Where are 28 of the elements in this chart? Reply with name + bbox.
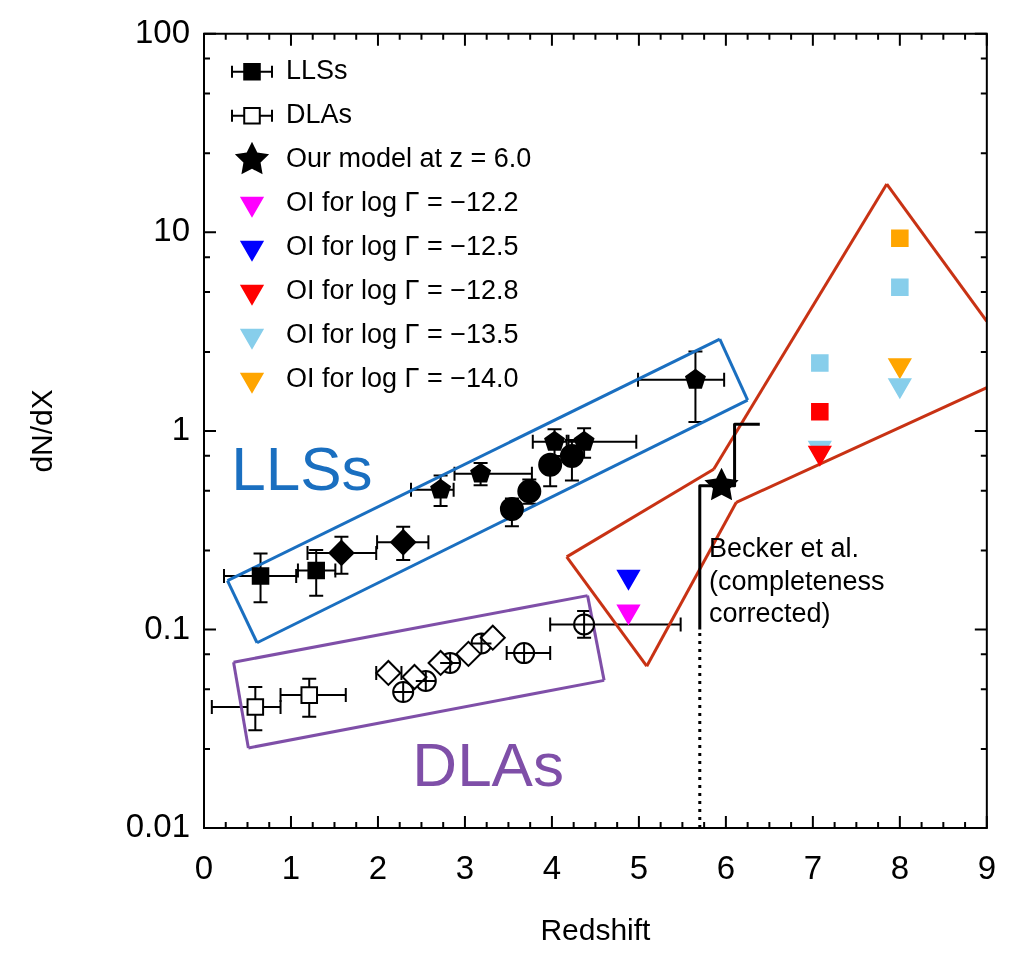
legend-label: Our model at z = 6.0 bbox=[286, 143, 532, 174]
x-tick-label: 1 bbox=[281, 848, 301, 886]
legend-label: OI for log Γ = −13.5 bbox=[286, 319, 519, 350]
x-tick-label: 6 bbox=[716, 848, 736, 886]
legend-label: OI for log Γ = −12.8 bbox=[286, 275, 519, 306]
x-tick-label: 4 bbox=[542, 848, 562, 886]
legend-label: LLSs bbox=[286, 55, 348, 86]
y-tick-label: 0.1 bbox=[144, 608, 190, 646]
x-tick-label: 5 bbox=[629, 848, 649, 886]
legend-label: OI for log Γ = −12.5 bbox=[286, 231, 519, 262]
y-tick-label: 1 bbox=[171, 409, 190, 447]
legend-label: OI for log Γ = −14.0 bbox=[286, 363, 519, 394]
annotation: LLSs bbox=[231, 433, 373, 503]
legend-label: DLAs bbox=[286, 99, 353, 130]
x-tick-label: 9 bbox=[977, 848, 996, 886]
x-tick-label: 7 bbox=[803, 848, 823, 886]
x-tick-label: 3 bbox=[455, 848, 475, 886]
legend-label: OI for log Γ = −12.2 bbox=[286, 187, 519, 218]
x-tick-label: 8 bbox=[890, 848, 910, 886]
x-tick-label: 0 bbox=[194, 848, 214, 886]
y-tick-label: 0.01 bbox=[125, 807, 190, 845]
y-tick-label: 100 bbox=[134, 12, 190, 50]
annotation: DLAs bbox=[412, 729, 564, 799]
y-tick-label: 10 bbox=[153, 211, 190, 249]
y-axis-title: dN/dX bbox=[25, 389, 59, 473]
x-axis-title: Redshift bbox=[540, 913, 652, 947]
x-tick-label: 2 bbox=[368, 848, 388, 886]
annotation: Becker et al. (completeness corrected) bbox=[708, 533, 885, 629]
